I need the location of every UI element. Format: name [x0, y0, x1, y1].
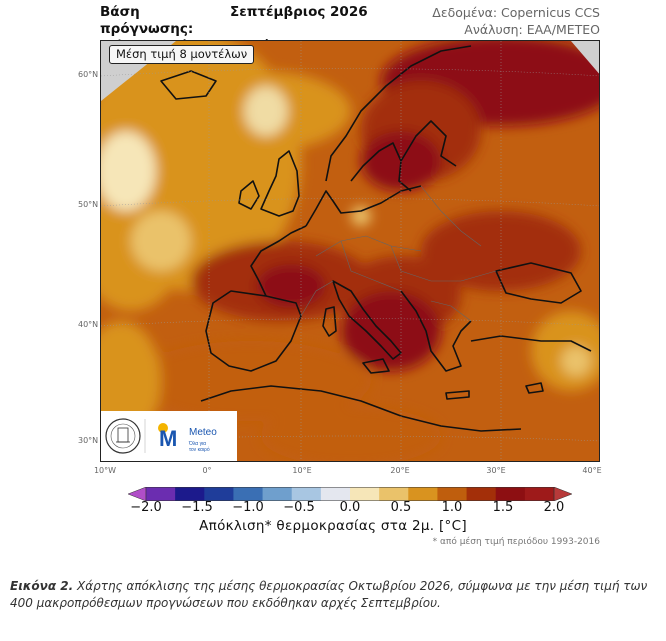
lat-label: 30°N: [78, 436, 99, 445]
colorbar-tick-label: 0.0: [339, 500, 361, 515]
model-mean-badge: Μέση τιμή 8 μοντέλων: [109, 45, 255, 64]
colorbar-svg: [127, 486, 573, 502]
lat-label: 50°N: [78, 200, 99, 209]
colorbar-tick-label: −2.0: [130, 500, 162, 515]
meteo-logo-tagline-1: Όλα για: [188, 441, 206, 447]
anomaly-field: [101, 41, 599, 461]
colorbar-segment: [262, 487, 293, 501]
colorbar-tick-label: 1.0: [441, 500, 463, 515]
lon-label: 40°E: [582, 466, 602, 475]
base-label: Βάση πρόγνωσης:: [100, 4, 194, 37]
colorbar-segment: [437, 487, 468, 501]
colorbar-segment: [320, 487, 351, 501]
lon-label: 20°E: [390, 466, 410, 475]
lat-label: 40°N: [78, 320, 99, 329]
map-svg: [101, 41, 599, 461]
colorbar: [127, 486, 573, 502]
colorbar-segment: [495, 487, 526, 501]
source-header: Δεδομένα: Copernicus CCS Ανάλυση: ΕΑΑ/ME…: [432, 4, 600, 38]
figure-label: Εικόνα 2.: [10, 579, 74, 593]
lon-label: 10°W: [93, 466, 117, 475]
caption-text: Χάρτης απόκλισης της μέσης θερμοκρασίας …: [10, 579, 648, 610]
colorbar-tick-label: 2.0: [543, 500, 565, 515]
colorbar-segment: [524, 487, 555, 501]
meteo-logo-tagline-2: τον καιρό: [189, 446, 210, 453]
colorbar-segment: [175, 487, 205, 501]
lon-label: 10°E: [292, 466, 312, 475]
colorbar-segment: [146, 487, 176, 501]
colorbar-segment: [379, 487, 409, 501]
colorbar-tick-label: −1.5: [181, 500, 213, 515]
graticule: [101, 41, 599, 461]
country-borders: [300, 185, 497, 322]
lat-label: 60°N: [78, 70, 99, 79]
colorbar-tick-label: 1.5: [492, 500, 514, 515]
colorbar-title: Απόκλιση* θερμοκρασίας στα 2μ. [°C]: [199, 518, 467, 534]
colorbar-tick-label: 0.5: [390, 500, 412, 515]
colorbar-footnote: * από μέση τιμή περιόδου 1993-2016: [432, 537, 600, 547]
lon-label: 30°E: [486, 466, 506, 475]
colorbar-extension-high: [553, 486, 573, 502]
analysis-credit: Ανάλυση: ΕΑΑ/METEO: [464, 22, 600, 37]
lon-label: 0°: [202, 466, 212, 475]
figure-caption: Εικόνα 2. Χάρτης απόκλισης της μέσης θερ…: [10, 578, 660, 612]
base-value: Σεπτέμβριος 2026: [230, 4, 368, 20]
colorbar-segment: [204, 487, 234, 501]
colorbar-tick-label: −1.0: [232, 500, 264, 515]
logo-svg: M Meteo Όλα για τον καιρό: [105, 418, 217, 454]
colorbar-segment: [408, 487, 438, 501]
colorbar-segment: [291, 487, 322, 501]
university-seal-icon: [105, 418, 141, 454]
colorbar-segment: [233, 487, 264, 501]
colorbar-extension-low: [127, 486, 147, 502]
data-source: Δεδομένα: Copernicus CCS: [432, 5, 600, 20]
colorbar-tick-label: −0.5: [283, 500, 315, 515]
colorbar-segment: [466, 487, 497, 501]
colorbar-segment: [350, 487, 380, 501]
logo-box: M Meteo Όλα για τον καιρό: [101, 411, 237, 461]
meteo-logo-letter: M: [159, 426, 177, 451]
colorbar-border: [145, 487, 555, 501]
meteo-logo-name: Meteo: [189, 427, 217, 438]
sun-icon: [158, 423, 168, 433]
anomaly-map: Μέση τιμή 8 μοντέλων M Meteo Όλα για τον…: [100, 40, 600, 462]
no-data-corner: [571, 41, 599, 74]
coastlines: [160, 45, 592, 432]
